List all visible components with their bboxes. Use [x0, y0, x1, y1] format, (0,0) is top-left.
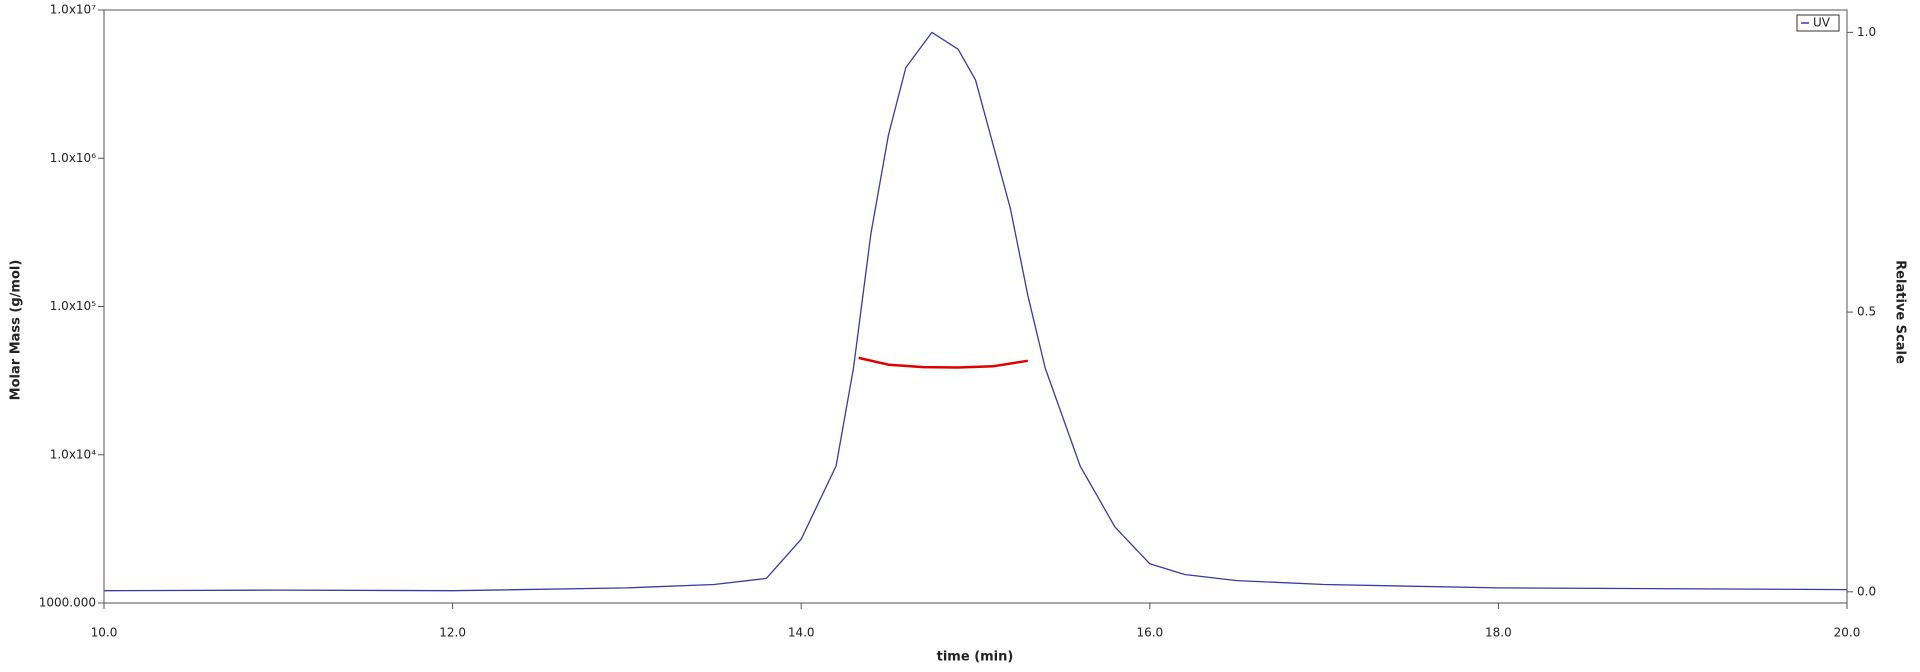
y2-axis-title: Relative Scale	[1893, 260, 1908, 364]
y-axis-title: Molar Mass (g/mol)	[9, 260, 24, 401]
y-tick-label: 1.0x10⁶	[50, 151, 96, 165]
x-axis-title: time (min)	[937, 650, 1014, 665]
series-line	[103, 31, 1848, 592]
x-tick-label: 18.0	[1485, 626, 1512, 640]
x-tick-label: 10.0	[91, 626, 118, 640]
x-tick-label: 16.0	[1136, 626, 1163, 640]
x-tick-label: 14.0	[788, 626, 815, 640]
legend-label: UV	[1813, 16, 1831, 30]
plot-frame	[103, 9, 1848, 604]
x-tick-label: 12.0	[439, 626, 466, 640]
y-tick-label: 1.0x10⁷	[50, 3, 96, 17]
legend-box	[1796, 14, 1840, 32]
y2-tick-label: 0.0	[1857, 584, 1876, 598]
y2-tick-label: 0.5	[1857, 305, 1876, 319]
x-tick-label: 20.0	[1834, 626, 1861, 640]
y2-tick-label: 1.0	[1857, 25, 1876, 39]
y-tick-label: 1.0x10⁴	[50, 447, 96, 461]
y-tick-label: 1.0x10⁵	[50, 299, 96, 313]
series-line	[858, 356, 1028, 369]
y-tick-label: 1000.000	[39, 596, 96, 610]
